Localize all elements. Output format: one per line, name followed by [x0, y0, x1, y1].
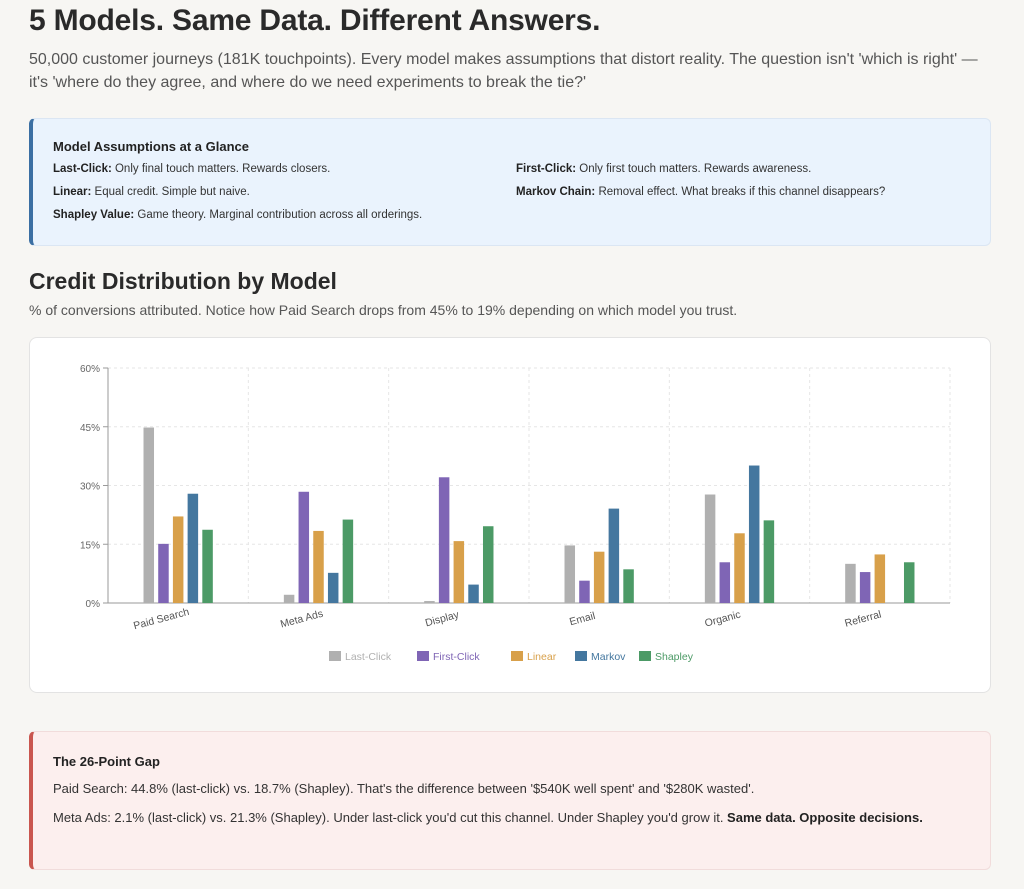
bar-last-click-organic — [704, 494, 716, 603]
legend-label: Last-Click — [345, 651, 392, 663]
legend-swatch — [511, 651, 523, 661]
assumption-name: Shapley Value: — [53, 209, 135, 221]
intro-text: 50,000 customer journeys (181K touchpoin… — [29, 51, 978, 91]
x-tick-label: Referral — [843, 608, 882, 629]
page-title: 5 Models. Same Data. Different Answers. — [29, 4, 601, 37]
x-tick-label: Organic — [703, 609, 742, 630]
legend-label: Linear — [527, 651, 557, 663]
y-tick-label: 15% — [80, 540, 100, 551]
chart-card: 0% 15% 30% 45% 60% Paid Search Meta Ads Display… — [29, 337, 991, 693]
bar-first-click-email — [579, 580, 590, 603]
legend-label: Shapley — [655, 651, 694, 663]
bar-first-click-meta-ads — [298, 491, 310, 603]
bar-shapley-email — [623, 569, 634, 603]
bar-markov-display — [468, 584, 479, 603]
bar-linear-meta-ads — [313, 530, 324, 603]
gap-callout: The 26-Point Gap Paid Search: 44.8% (las… — [29, 731, 991, 870]
legend-label: Markov — [591, 651, 626, 663]
section-subtitle: % of conversions attributed. Notice how … — [29, 302, 738, 318]
bar-linear-paid-search — [172, 516, 184, 603]
assumptions-heading: Model Assumptions at a Glance — [53, 139, 250, 154]
y-tick-label: 45% — [80, 423, 100, 434]
assumption-text: Equal credit. Simple but naive. — [91, 186, 250, 198]
assumption-name: First-Click: — [516, 163, 577, 175]
assumption-text: Only final touch matters. Rewards closer… — [111, 163, 331, 175]
assumptions-callout: Model Assumptions at a Glance Last-Click… — [29, 118, 991, 246]
assumption-first-click: First-Click: Only first touch matters. R… — [516, 162, 956, 177]
legend-swatch — [575, 651, 587, 661]
y-tick-label: 60% — [80, 364, 100, 375]
assumptions-grid: Last-Click: Only final touch matters. Re… — [53, 162, 970, 223]
legend-swatch — [417, 651, 429, 661]
assumption-name: Last-Click: — [53, 163, 112, 175]
bar-shapley-organic — [763, 520, 775, 603]
assumption-text: Game theory. Marginal contribution acros… — [134, 209, 423, 221]
assumption-last-click: Last-Click: Only final touch matters. Re… — [53, 162, 516, 177]
legend-swatch — [329, 651, 341, 661]
gap-paragraph-1: Paid Search: 44.8% (last-click) vs. 18.7… — [53, 781, 755, 796]
x-tick-label: Meta Ads — [279, 608, 324, 631]
bar-last-click-email — [564, 545, 576, 603]
gap-paragraph-2: Meta Ads: 2.1% (last-click) vs. 21.3% (S… — [53, 807, 970, 829]
bar-linear-email — [593, 551, 605, 603]
section-title: Credit Distribution by Model — [29, 268, 337, 294]
gap-paragraph-2-emphasis: Same data. Opposite decisions. — [727, 810, 923, 825]
gap-paragraph-2-text: Meta Ads: 2.1% (last-click) vs. 21.3% (S… — [53, 810, 728, 825]
assumption-shapley: Shapley Value: Game theory. Marginal con… — [53, 208, 516, 223]
bar-first-click-display — [438, 477, 450, 603]
bar-markov-organic — [748, 465, 760, 603]
x-tick-label: Email — [568, 610, 596, 628]
x-tick-label: Paid Search — [132, 606, 191, 632]
bar-linear-referral — [874, 554, 886, 603]
bar-first-click-organic — [719, 562, 731, 603]
bar-last-click-referral — [845, 563, 856, 603]
bar-first-click-referral — [859, 572, 871, 603]
legend-label: First-Click — [433, 651, 480, 663]
bar-shapley-display — [482, 526, 494, 603]
bar-shapley-referral — [903, 562, 915, 603]
y-tick-label: 0% — [86, 599, 101, 610]
bar-first-click-paid-search — [158, 543, 169, 603]
credit-distribution-chart: 0% 15% 30% 45% 60% Paid Search Meta Ads Display… — [80, 364, 951, 663]
bar-linear-display — [453, 541, 465, 603]
assumption-text: Removal effect. What breaks if this chan… — [595, 186, 886, 198]
assumption-text: Only first touch matters. Rewards awaren… — [576, 163, 812, 175]
assumption-linear: Linear: Equal credit. Simple but naive. — [53, 185, 516, 200]
y-tick-label: 30% — [80, 482, 100, 493]
bar-markov-email — [608, 508, 620, 603]
x-tick-label: Display — [424, 609, 461, 630]
bar-shapley-paid-search — [202, 529, 213, 603]
gap-heading: The 26-Point Gap — [53, 754, 160, 769]
bar-last-click-paid-search — [143, 427, 155, 603]
assumption-name: Markov Chain: — [516, 186, 596, 198]
bar-last-click-meta-ads — [283, 594, 295, 603]
bar-shapley-meta-ads — [342, 519, 354, 603]
bar-linear-organic — [734, 533, 745, 603]
assumption-name: Linear: — [53, 186, 92, 198]
bar-markov-meta-ads — [327, 572, 339, 603]
legend-swatch — [639, 651, 651, 661]
bar-markov-paid-search — [187, 493, 199, 603]
bar-last-click-display — [424, 601, 435, 603]
assumption-markov: Markov Chain: Removal effect. What break… — [516, 185, 956, 200]
